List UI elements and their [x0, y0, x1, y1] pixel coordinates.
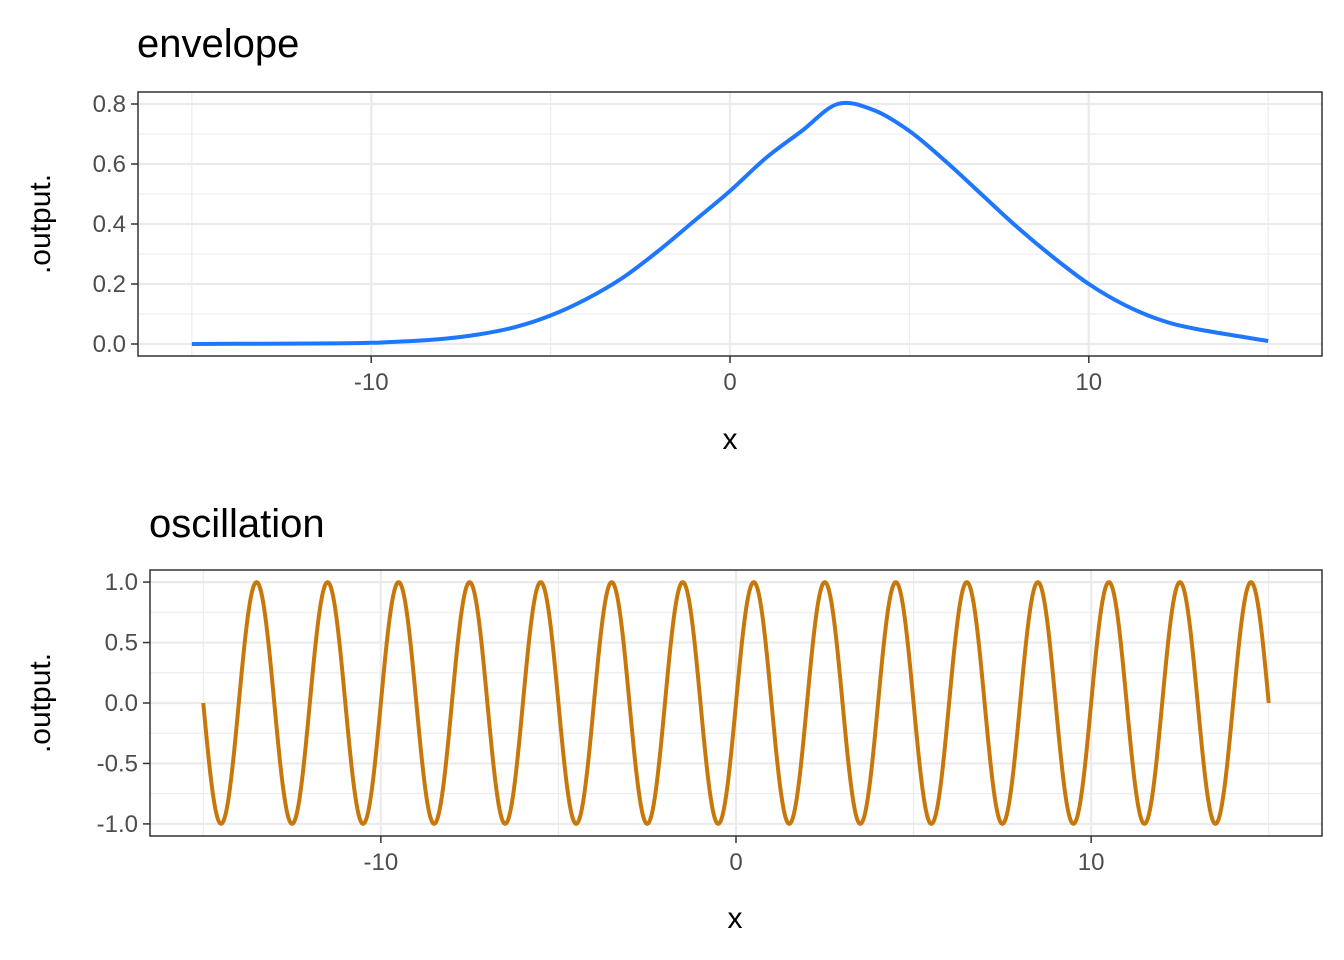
oscillation-x-tick-label: 10 [1078, 849, 1105, 876]
oscillation-x-axis-title: x [728, 902, 743, 935]
envelope-grid [138, 92, 1322, 356]
envelope-y-axis-title: .output. [24, 174, 57, 274]
oscillation-x-tick-label: 0 [729, 849, 742, 876]
envelope-y-tick-label: 0.6 [93, 151, 126, 178]
envelope-title: envelope [137, 22, 299, 66]
envelope-panel: envelope .output. x -10 0 10 0.0 0.2 0.4 0.6 0.… [24, 22, 1323, 456]
oscillation-line-layer [201, 580, 1271, 826]
envelope-x-tick-label: 0 [723, 369, 736, 396]
oscillation-x-tick-label: -10 [364, 849, 399, 876]
oscillation-panel: oscillation .output. x -10 0 10 -1.0 -0.5 0.0… [24, 502, 1323, 935]
oscillation-y-axis-title: .output. [24, 653, 57, 753]
envelope-y-tick-label: 0.2 [93, 271, 126, 298]
envelope-x-axis-title: x [723, 423, 738, 456]
envelope-series-line [191, 100, 1269, 346]
envelope-line-layer [191, 100, 1269, 346]
envelope-y-tick-label: 0.0 [93, 331, 126, 358]
oscillation-series-line [201, 580, 1271, 826]
envelope-axis-ticks: -10 0 10 0.0 0.2 0.4 0.6 0.8 [93, 91, 1103, 396]
envelope-x-tick-label: -10 [354, 369, 389, 396]
oscillation-title: oscillation [149, 502, 325, 546]
envelope-y-tick-label: 0.8 [93, 91, 126, 118]
envelope-x-tick-label: 10 [1075, 369, 1102, 396]
oscillation-y-tick-label: -0.5 [97, 750, 138, 777]
oscillation-y-tick-label: 1.0 [105, 569, 138, 596]
oscillation-y-tick-label: 0.0 [105, 690, 138, 717]
oscillation-y-tick-label: 0.5 [105, 630, 138, 657]
oscillation-axis-ticks: -10 0 10 -1.0 -0.5 0.0 0.5 1.0 [97, 569, 1105, 876]
oscillation-y-tick-label: -1.0 [97, 811, 138, 838]
envelope-y-tick-label: 0.4 [93, 211, 126, 238]
